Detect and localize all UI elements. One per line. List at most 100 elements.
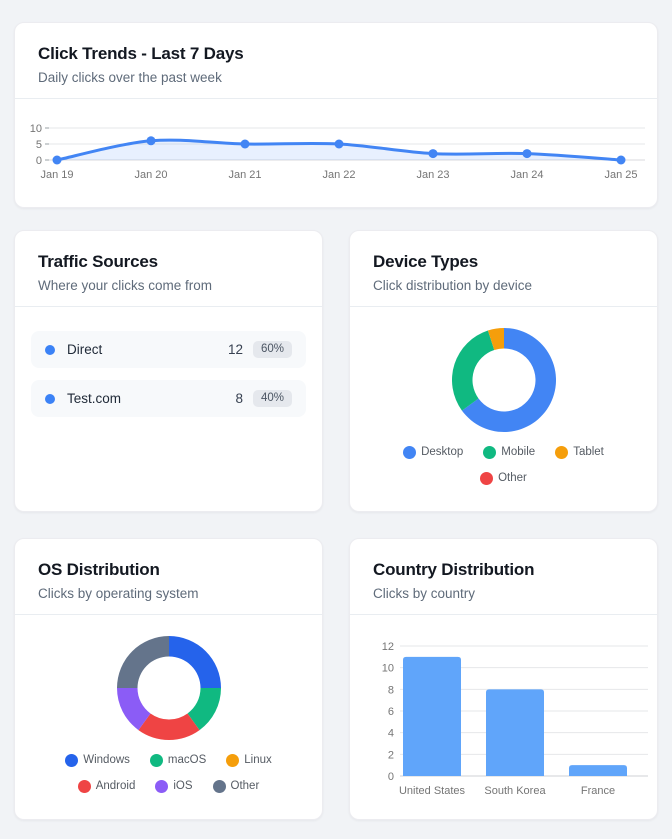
traffic-source-row-direct[interactable]: Direct 12 60% bbox=[31, 331, 306, 368]
legend-swatch-icon bbox=[403, 445, 417, 459]
donut-segment-ios[interactable] bbox=[116, 688, 150, 731]
card-os-distribution: OS Distribution Clicks by operating syst… bbox=[14, 538, 323, 820]
line-point-jan-21[interactable] bbox=[240, 139, 250, 149]
legend-item-other[interactable]: Other bbox=[212, 775, 260, 797]
legend-item-tablet[interactable]: Tablet bbox=[555, 441, 604, 463]
card-header: Traffic Sources Where your clicks come f… bbox=[15, 231, 322, 307]
legend-item-desktop[interactable]: Desktop bbox=[403, 441, 463, 463]
card-device-types: Device Types Click distribution by devic… bbox=[349, 230, 658, 512]
card-traffic-sources: Traffic Sources Where your clicks come f… bbox=[14, 230, 323, 512]
legend-item-macos[interactable]: macOS bbox=[149, 749, 207, 771]
x-axis-label-france: France bbox=[581, 785, 615, 797]
legend-swatch-icon bbox=[65, 753, 79, 767]
x-axis-label-jan-20: Jan 20 bbox=[134, 169, 167, 181]
bar-united-states[interactable] bbox=[403, 656, 461, 776]
legend-label: macOS bbox=[167, 754, 207, 766]
donut-segment-macos[interactable] bbox=[187, 688, 221, 731]
card-header: Click Trends - Last 7 Days Daily clicks … bbox=[15, 23, 657, 99]
card-country-distribution: Country Distribution Clicks by country 0… bbox=[349, 538, 658, 820]
card-click-trends: Click Trends - Last 7 Days Daily clicks … bbox=[14, 22, 658, 208]
device-types-title: Device Types bbox=[373, 252, 479, 271]
source-percent-badge: 40% bbox=[252, 389, 292, 408]
cards-grid: Traffic Sources Where your clicks come f… bbox=[14, 230, 658, 820]
legend-item-ios[interactable]: iOS bbox=[155, 775, 193, 797]
y-axis-tick-label: 6 bbox=[388, 706, 394, 718]
legend-row: Windows macOS Linux bbox=[65, 749, 272, 771]
legend-swatch-icon bbox=[483, 445, 497, 459]
legend-row: Android iOS Other bbox=[65, 775, 272, 797]
legend-row: Other bbox=[403, 467, 604, 489]
x-axis-label-jan-19: Jan 19 bbox=[40, 169, 73, 181]
legend-label: Other bbox=[230, 780, 260, 792]
country-distribution-subtitle: Clicks by country bbox=[373, 586, 476, 601]
device-types-subtitle: Click distribution by device bbox=[373, 278, 533, 293]
x-axis-label-jan-22: Jan 22 bbox=[322, 169, 355, 181]
legend-swatch-icon bbox=[212, 779, 226, 793]
donut-segment-desktop[interactable] bbox=[461, 328, 556, 432]
x-axis-label-jan-21: Jan 21 bbox=[228, 169, 261, 181]
source-dot-icon bbox=[45, 393, 55, 404]
legend-item-windows[interactable]: Windows bbox=[65, 749, 130, 771]
device-types-legend: Desktop Mobile Tablet Other bbox=[403, 441, 604, 489]
click-trends-line-chart: 10 5 0 Jan 19 Jan 20 Jan 21 Jan 22 Jan 23 Jan 24… bbox=[30, 123, 645, 181]
traffic-sources-title: Traffic Sources bbox=[38, 252, 158, 271]
line-point-jan-19[interactable] bbox=[52, 155, 62, 165]
legend-row: Desktop Mobile Tablet bbox=[403, 441, 604, 463]
os-distribution-donut-chart bbox=[116, 636, 221, 740]
line-point-jan-25[interactable] bbox=[616, 155, 626, 165]
line-point-jan-22[interactable] bbox=[334, 139, 344, 149]
traffic-sources-subtitle: Where your clicks come from bbox=[38, 278, 213, 293]
os-distribution-legend: Windows macOS Linux Android iOS Other bbox=[65, 749, 272, 797]
donut-segment-windows[interactable] bbox=[168, 636, 221, 688]
legend-swatch-icon bbox=[155, 779, 169, 793]
legend-item-android[interactable]: Android bbox=[77, 775, 135, 797]
legend-swatch-icon bbox=[149, 753, 163, 767]
y-axis-tick-label: 2 bbox=[388, 749, 394, 761]
analytics-dashboard: Click Trends - Last 7 Days Daily clicks … bbox=[14, 22, 658, 820]
legend-label: Desktop bbox=[421, 446, 464, 458]
line-point-jan-20[interactable] bbox=[146, 136, 156, 146]
y-axis-tick-label: 12 bbox=[382, 641, 394, 653]
source-label: Test.com bbox=[67, 391, 122, 406]
device-types-chart-area: Desktop Mobile Tablet Other bbox=[350, 307, 657, 489]
donut-segment-other[interactable] bbox=[116, 636, 169, 688]
source-percent-badge: 60% bbox=[252, 340, 292, 359]
y-axis-tick-label: 10 bbox=[382, 663, 394, 675]
legend-label: Mobile bbox=[501, 446, 536, 458]
card-header: OS Distribution Clicks by operating syst… bbox=[15, 539, 322, 615]
legend-label: iOS bbox=[173, 780, 193, 792]
x-axis-label-jan-23: Jan 23 bbox=[416, 169, 449, 181]
y-axis-tick-label: 0 bbox=[36, 155, 42, 167]
legend-swatch-icon bbox=[480, 471, 494, 485]
y-axis-tick-label: 5 bbox=[36, 139, 42, 151]
legend-item-other[interactable]: Other bbox=[480, 467, 527, 489]
click-trends-subtitle: Daily clicks over the past week bbox=[38, 70, 222, 85]
legend-label: Tablet bbox=[573, 446, 604, 458]
line-point-jan-24[interactable] bbox=[522, 149, 532, 159]
source-click-count: 8 bbox=[235, 391, 243, 406]
country-distribution-bar-chart: 0 2 4 6 8 10 12 United States South Korea France bbox=[382, 641, 648, 797]
x-axis-label-jan-25: Jan 25 bbox=[604, 169, 637, 181]
bar-south-korea[interactable] bbox=[486, 689, 544, 776]
traffic-sources-list: Direct 12 60% Test.com 8 40% bbox=[15, 307, 322, 417]
device-types-donut-chart bbox=[451, 328, 556, 432]
legend-swatch-icon bbox=[226, 753, 240, 767]
traffic-source-row-test-com[interactable]: Test.com 8 40% bbox=[31, 380, 306, 417]
y-axis-tick-label: 8 bbox=[388, 684, 394, 696]
donut-segment-tablet[interactable] bbox=[487, 328, 504, 351]
legend-item-mobile[interactable]: Mobile bbox=[483, 441, 535, 463]
legend-swatch-icon bbox=[77, 779, 91, 793]
source-dot-icon bbox=[45, 344, 55, 355]
x-axis-label-united-states: United States bbox=[399, 785, 466, 797]
bar-france[interactable] bbox=[569, 765, 627, 776]
legend-swatch-icon bbox=[555, 445, 569, 459]
donut-segment-mobile[interactable] bbox=[451, 330, 494, 411]
legend-label: Other bbox=[498, 472, 527, 484]
os-distribution-subtitle: Clicks by operating system bbox=[38, 586, 199, 601]
card-header: Device Types Click distribution by devic… bbox=[350, 231, 657, 307]
line-point-jan-23[interactable] bbox=[428, 149, 438, 159]
os-distribution-chart-area: Windows macOS Linux Android iOS Other bbox=[15, 615, 322, 797]
legend-item-linux[interactable]: Linux bbox=[226, 749, 272, 771]
x-axis-label-south-korea: South Korea bbox=[484, 785, 546, 797]
donut-segment-android[interactable] bbox=[137, 713, 200, 740]
